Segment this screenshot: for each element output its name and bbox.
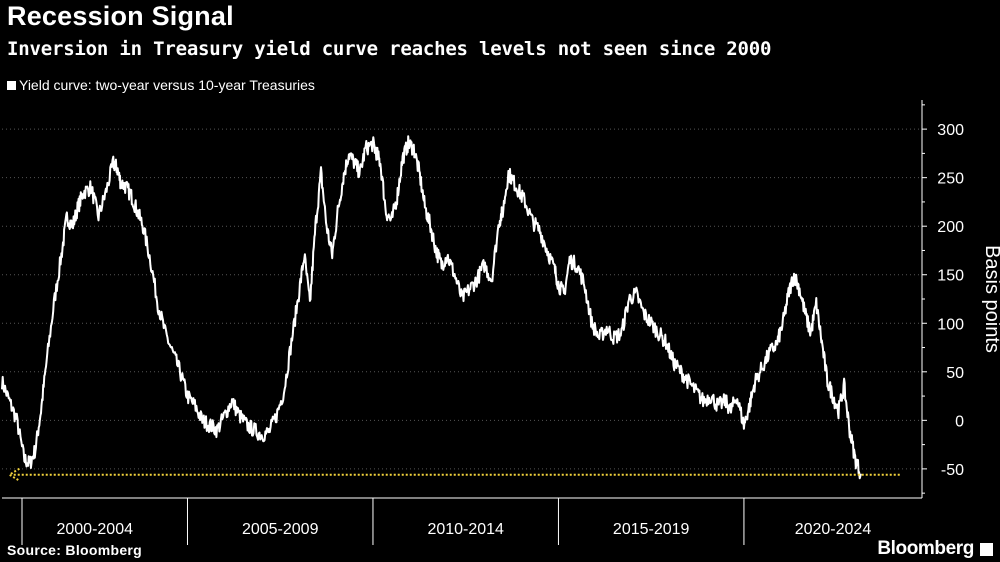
chart-subtitle: Inversion in Treasury yield curve reache… bbox=[7, 38, 772, 60]
brand-logo: Bloomberg bbox=[877, 538, 974, 559]
brand-mark-icon bbox=[980, 543, 993, 556]
grid-layer bbox=[2, 128, 922, 470]
x-tick-label: 2020-2024 bbox=[795, 521, 872, 538]
axis-layer: 300 250 200 150 100 50 0 -50 Basis points 2000-20… bbox=[2, 100, 1000, 545]
y-tick-label: 100 bbox=[937, 316, 964, 333]
y-tick-label: -50 bbox=[941, 462, 964, 479]
chart-legend: Yield curve: two-year versus 10-year Tre… bbox=[7, 77, 315, 93]
series-layer bbox=[1, 135, 862, 480]
x-tick-label: 2015-2019 bbox=[613, 521, 690, 538]
legend-swatch bbox=[7, 80, 16, 90]
legend-label: Yield curve: two-year versus 10-year Tre… bbox=[19, 77, 315, 93]
y-tick-label: 0 bbox=[955, 413, 964, 430]
y-tick-label: 200 bbox=[937, 219, 964, 236]
annotation-layer bbox=[7, 467, 900, 482]
x-tick-label: 2005-2009 bbox=[242, 521, 319, 538]
source-note: Source: Bloomberg bbox=[7, 542, 143, 558]
series-line bbox=[1, 135, 862, 480]
x-tick-label: 2010-2014 bbox=[427, 521, 504, 538]
y-tick-label: 300 bbox=[937, 122, 964, 139]
y-tick-label: 150 bbox=[937, 268, 964, 285]
y-axis-title: Basis points bbox=[981, 245, 1000, 353]
x-tick-label: 2000-2004 bbox=[56, 521, 133, 538]
chart-title: Recession Signal bbox=[7, 1, 234, 31]
y-tick-label: 250 bbox=[937, 171, 964, 188]
y-tick-label: 50 bbox=[946, 365, 964, 382]
